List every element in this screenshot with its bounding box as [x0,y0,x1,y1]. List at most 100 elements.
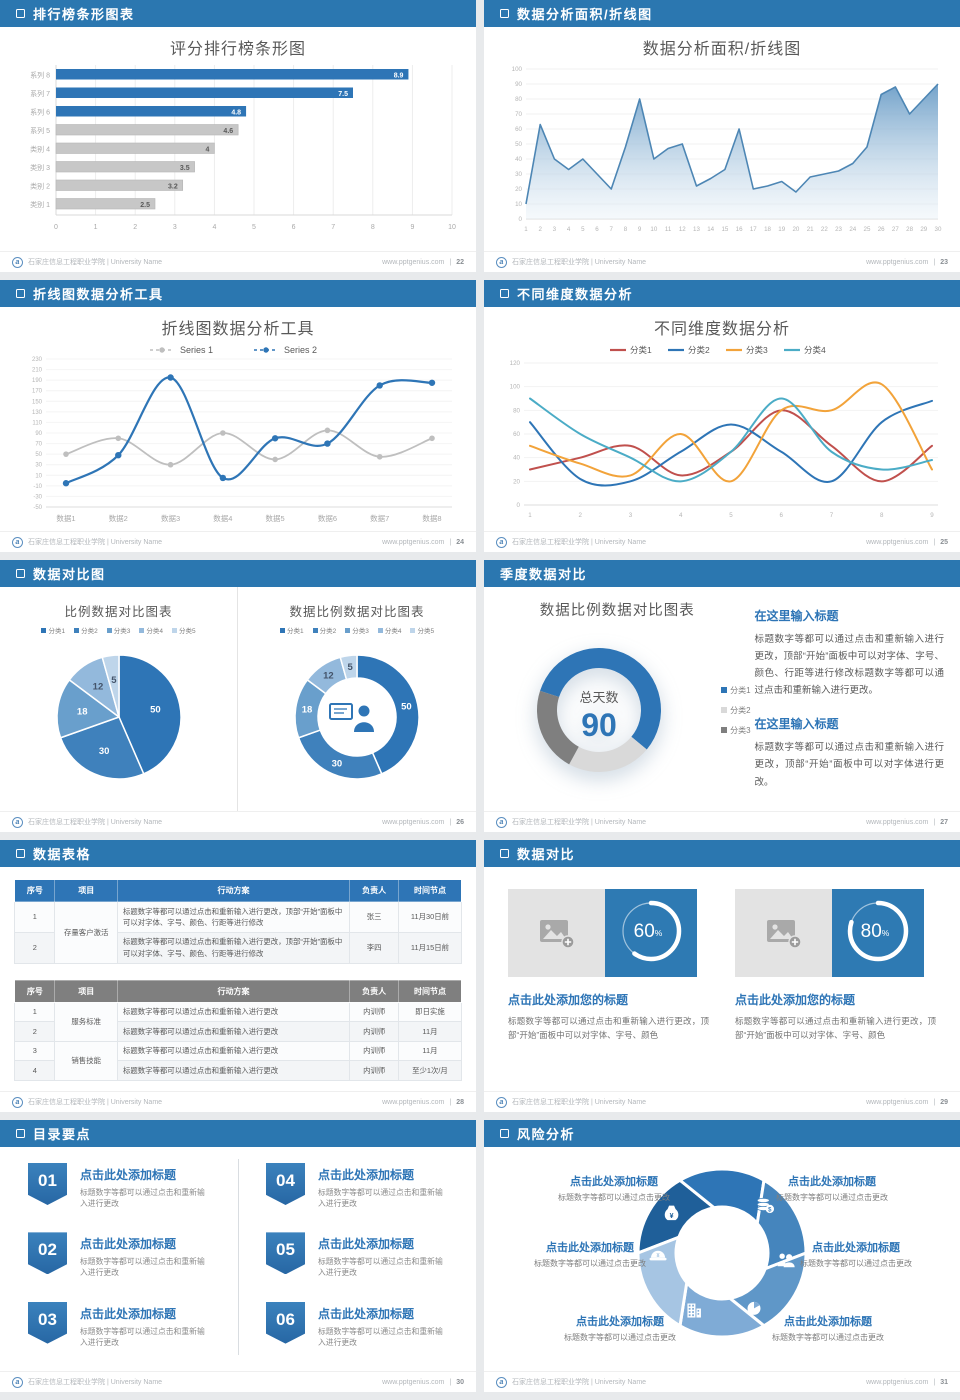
toc-item[interactable]: 05 点击此处添加标题 标题数字等都可以通过点击和重新输入进行更改 [266,1232,448,1301]
footer-separator: | [933,818,936,826]
svg-text:30: 30 [332,758,343,769]
slide-progress-comparison[interactable]: 数据对比 [484,840,960,1112]
risk-desc: 标题数字等都可以通过点击更改 [776,1193,888,1202]
svg-text:8.9: 8.9 [394,73,404,80]
legend-swatch [139,627,145,633]
risk-label: 点击此处添加标题 标题数字等都可以通过点击更改 [770,1239,942,1270]
slide-header: 排行榜条形图表 [0,0,476,27]
svg-text:-30: -30 [33,494,42,500]
square-bullet-icon [500,1129,509,1138]
footer-site: www.pptgenius.com [866,1098,929,1106]
svg-text:27: 27 [892,226,899,233]
legend-swatch [106,627,112,633]
table-cell: 3 [14,1040,56,1062]
number-badge: 03 [28,1301,67,1344]
slide-header: 目录要点 [0,1120,476,1147]
svg-text:80: 80 [513,407,520,414]
svg-text:2: 2 [579,512,583,519]
footer-site: www.pptgenius.com [382,1378,445,1386]
svg-text:60%: 60% [634,921,663,942]
action-plan-table-gray: 序号 项目 行动方案 负责人 时间节点 1 服务标准 标题数字等都可以通过点击和重新输入进行更… [14,979,462,1081]
image-placeholder[interactable] [735,889,832,977]
svg-text:类别 1: 类别 1 [30,200,50,209]
image-placeholder[interactable] [508,889,605,977]
svg-text:29: 29 [920,226,927,233]
toc-item[interactable]: 01 点击此处添加标题 标题数字等都可以通过点击和重新输入进行更改 [28,1163,210,1232]
slide-risk-analysis[interactable]: 风险分析 ¥ $ ¥ 点击此处添加标题 标题数字等都可以通过点击更改 点击此处添加标题… [484,1120,960,1392]
toc-title: 点击此处添加标题 [318,1237,415,1252]
page-number: 23 [940,258,948,266]
footer-org: 石家庄信息工程职业学院 | University Name [512,539,647,546]
footer-org: 石家庄信息工程职业学院 | University Name [512,1379,647,1386]
footer-org: 石家庄信息工程职业学院 | University Name [28,1099,163,1106]
svg-text:90: 90 [35,431,42,437]
slide-multi-dimension-analysis[interactable]: 不同维度数据分析 不同维度数据分析 0 20 40 60 80 100 120 1 2 3 4 5 6 7… [484,280,960,552]
slide-line-analysis-tool[interactable]: 折线图数据分析工具 折线图数据分析工具 -50 -30 -10 10 30 50 70 90 1… [0,280,476,552]
table-cell: 11月15日前 [398,931,462,964]
risk-desc: 标题数字等都可以通过点击更改 [558,1193,670,1202]
svg-text:3.2: 3.2 [168,184,178,191]
toc-item[interactable]: 06 点击此处添加标题 标题数字等都可以通过点击和重新输入进行更改 [266,1301,448,1371]
card-title: 点击此处添加您的标题 [508,993,629,1007]
slide-quarterly-comparison[interactable]: 季度数据对比 数据比例数据对比图表 总天数 90 分类1 分类2 分类3 在这里输入标… [484,560,960,832]
footer-org: 石家庄信息工程职业学院 | University Name [512,1099,647,1106]
donut-chart: 总天数 90 [536,648,661,772]
table-cell: 2 [14,1021,56,1042]
svg-text:12: 12 [92,681,103,692]
slide-body: 比例数据对比图表 分类1 分类2 分类3 分类4 分类5 50 30 18 12 5 数据比例数… [0,587,476,811]
svg-text:60: 60 [515,126,522,133]
page-number: 29 [940,1098,948,1106]
footer-site: www.pptgenius.com [866,1378,929,1386]
toc-item[interactable]: 02 点击此处添加标题 标题数字等都可以通过点击和重新输入进行更改 [28,1232,210,1301]
svg-text:130: 130 [32,410,43,416]
svg-text:170: 170 [32,389,43,395]
slide-toc-points[interactable]: 目录要点 01 点击此处添加标题 标题数字等都可以通过点击和重新输入进行更改 02… [0,1120,476,1392]
svg-text:10: 10 [448,224,456,231]
svg-text:类别 3: 类别 3 [30,163,50,172]
slide-area-line-chart[interactable]: 数据分析面积/折线图 数据分析面积/折线图 0 10 20 30 40 50 60 70 80 9… [484,0,960,272]
svg-text:分类3: 分类3 [746,345,768,355]
slide-footer: a 石家庄信息工程职业学院 | University Name www.pptge… [0,1091,476,1112]
table-cell: 1 [14,901,56,933]
table-cell: 张三 [349,901,400,933]
section-heading: 在这里输入标题 [754,717,839,732]
svg-text:19: 19 [778,226,785,233]
slide-header: 不同维度数据分析 [484,280,960,307]
progress-card: 80% 点击此处添加您的标题 标题数字等都可以通过点击和重新输入进行更改，顶部“… [735,889,936,1043]
svg-text:¥: ¥ [657,1253,661,1259]
pie-chart: 50 30 18 12 5 [55,654,182,780]
university-logo-icon: a [496,1376,507,1388]
column-header: 行动方案 [116,879,351,902]
risk-title: 点击此处添加标题 [546,1242,634,1254]
square-bullet-icon [16,569,25,578]
svg-text:-50: -50 [33,505,42,511]
svg-text:28: 28 [906,226,913,233]
slide-footer: a 石家庄信息工程职业学院 | University Name www.pptge… [0,251,476,272]
svg-text:10: 10 [35,473,42,479]
slide-data-tables[interactable]: 数据表格 序号 项目 行动方案 负责人 时间节点 1 存量客户激活 标题数字等都可以通过点击和… [0,840,476,1112]
card-body: 标题数字等都可以通过点击和重新输入进行更改，顶部“开始”面板中可以对字体、字号、… [735,1016,936,1041]
pinwheel-diagram: ¥ $ ¥ [636,1167,808,1339]
svg-text:20: 20 [792,226,799,233]
toc-item[interactable]: 03 点击此处添加标题 标题数字等都可以通过点击和重新输入进行更改 [28,1301,210,1371]
svg-text:18: 18 [302,704,313,715]
table-cell: 内训师 [349,1001,400,1023]
svg-text:6: 6 [292,224,296,231]
table-cell: 标题数字等都可以通过点击和重新输入进行更改，顶部“开始”面板中可以对字体、字号、… [116,931,351,964]
svg-text:5: 5 [347,662,353,673]
image-placeholder-icon [539,920,575,949]
slide-header: 数据对比图 [0,560,476,587]
pie-legend: 分类1 分类2 分类3 分类4 分类5 [0,625,237,635]
legend-item: 分类3 [345,625,369,635]
legend-item: 分类2 [312,625,336,635]
toc-item[interactable]: 04 点击此处添加标题 标题数字等都可以通过点击和重新输入进行更改 [266,1163,448,1232]
slide-ranking-bar-chart[interactable]: 排行榜条形图表 评分排行榜条形图 0 1 2 3 4 5 6 7 8 9 10 系列 8 8.9 系列 7… [0,0,476,272]
slide-data-comparison-pies[interactable]: 数据对比图 比例数据对比图表 分类1 分类2 分类3 分类4 分类5 50 30 18 12 5… [0,560,476,832]
legend-swatch [410,627,416,633]
svg-text:3.5: 3.5 [180,165,190,172]
slide-body: ¥ $ ¥ 点击此处添加标题 标题数字等都可以通过点击更改 点击此处添加标题 标题数字等… [484,1147,960,1371]
svg-text:1: 1 [94,224,98,231]
svg-text:系列 8: 系列 8 [30,71,50,80]
table-cell: 标题数字等都可以通过点击和重新输入进行更改 [116,1021,351,1042]
university-logo-icon: a [12,536,23,548]
